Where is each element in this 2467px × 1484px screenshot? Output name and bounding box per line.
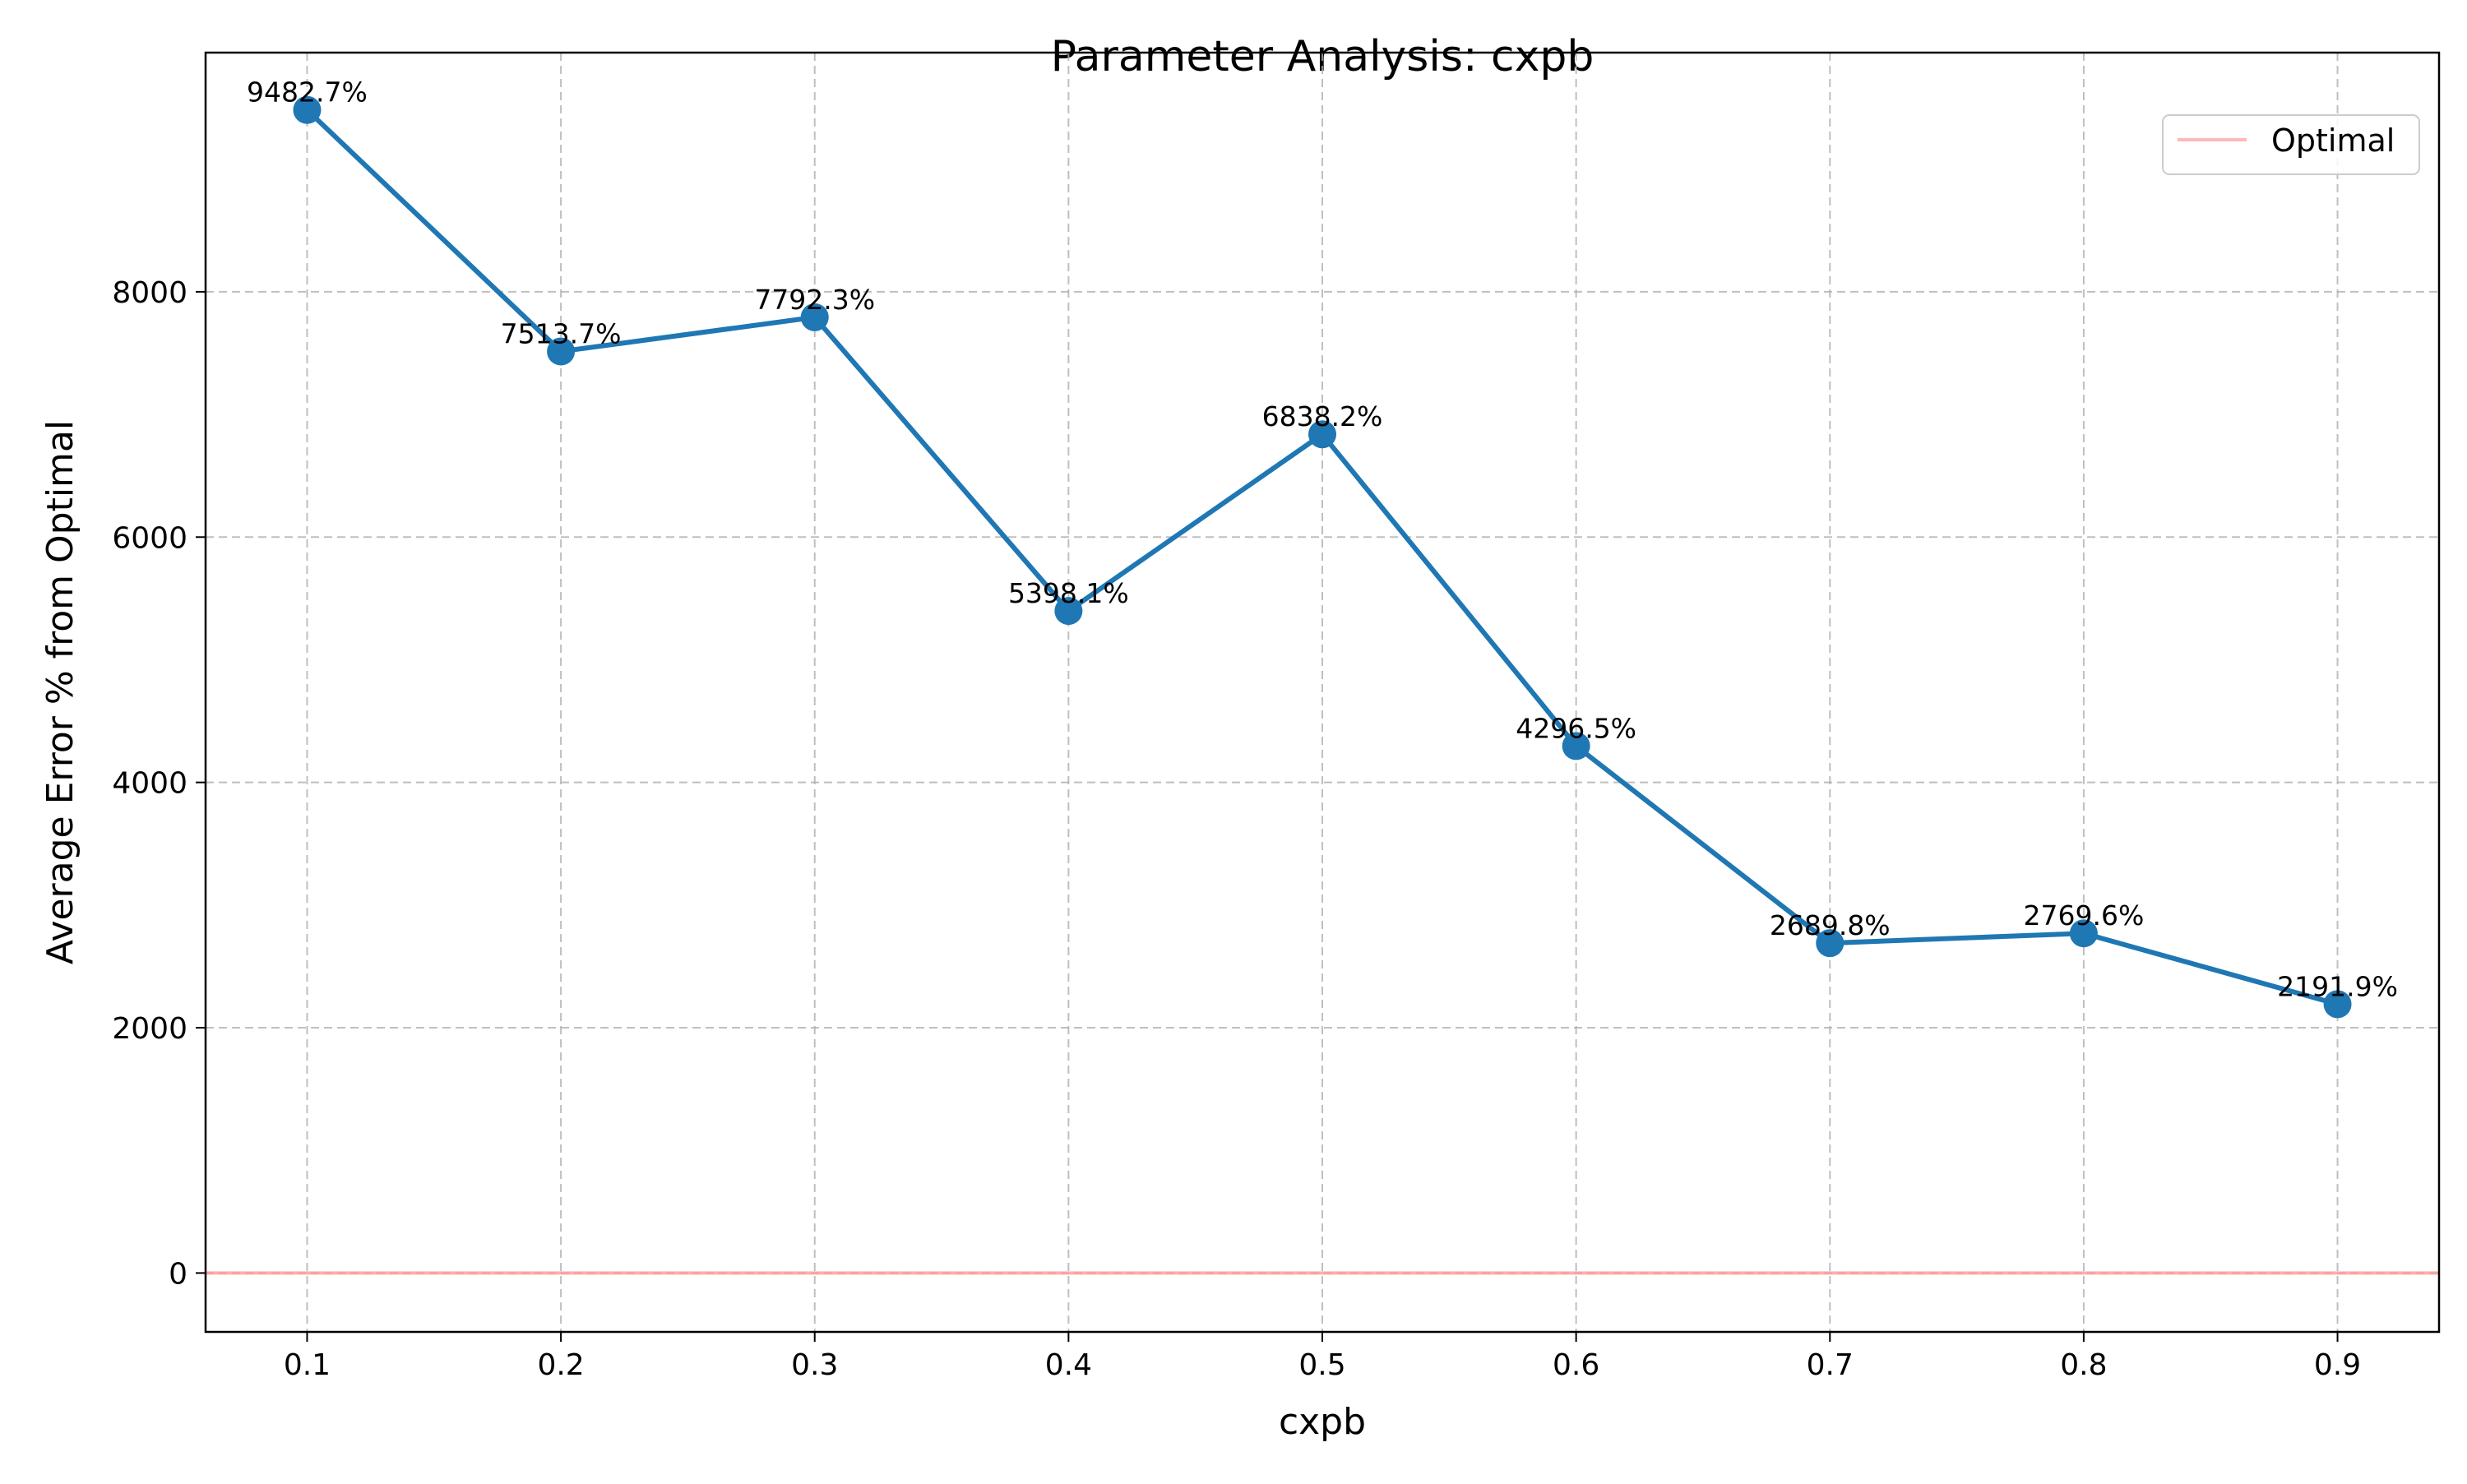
y-axis: 0 2000 4000 6000 8000 — [112, 276, 206, 1291]
data-label: 2191.9% — [2277, 970, 2398, 1002]
data-label: 2689.8% — [1770, 909, 1891, 941]
data-point — [1816, 929, 1844, 958]
y-tick-label: 6000 — [112, 521, 187, 555]
data-point — [1308, 420, 1336, 449]
data-point — [293, 95, 322, 124]
x-tick-label: 0.3 — [791, 1348, 838, 1382]
data-point — [547, 337, 576, 366]
y-tick-label: 2000 — [112, 1012, 187, 1046]
x-tick-label: 0.2 — [537, 1348, 584, 1382]
legend-box — [2162, 114, 2420, 175]
x-tick-label: 0.6 — [1553, 1348, 1599, 1382]
x-tick-label: 0.4 — [1045, 1348, 1092, 1382]
data-label: 9482.7% — [247, 76, 368, 109]
data-label: 5398.1% — [1008, 577, 1129, 609]
x-tick-label: 0.9 — [2314, 1348, 2361, 1382]
data-label: 6838.2% — [1262, 400, 1383, 432]
y-tick-label: 4000 — [112, 767, 187, 801]
data-label: 2769.6% — [2023, 899, 2144, 932]
x-tick-label: 0.7 — [1807, 1348, 1854, 1382]
data-label: 7792.3% — [754, 284, 875, 316]
data-point — [2323, 990, 2352, 1019]
data-point — [1054, 597, 1083, 626]
y-tick-label: 8000 — [112, 276, 187, 310]
y-tick-label: 0 — [169, 1257, 187, 1291]
x-tick-label: 0.5 — [1298, 1348, 1345, 1382]
x-axis-label: cxpb — [1279, 1401, 1366, 1443]
data-point — [1562, 732, 1590, 760]
data-label: 7513.7% — [501, 317, 622, 349]
y-axis-label: Average Error % from Optimal — [39, 420, 81, 964]
series-layer: 9482.7% 7513.7% 7792.3% 5398.1% 6838.2% 4296.… — [247, 76, 2398, 1019]
x-tick-label: 0.1 — [284, 1348, 331, 1382]
data-point — [2069, 919, 2098, 948]
x-axis: 0.1 0.2 0.3 0.4 0.5 0.6 0.7 0.8 0.9 — [284, 1332, 2361, 1382]
data-point — [800, 303, 829, 331]
legend: Optimal — [2162, 114, 2420, 175]
data-label: 4296.5% — [1516, 712, 1636, 744]
x-tick-label: 0.8 — [2060, 1348, 2107, 1382]
legend-label-optimal: Optimal — [2271, 123, 2395, 159]
